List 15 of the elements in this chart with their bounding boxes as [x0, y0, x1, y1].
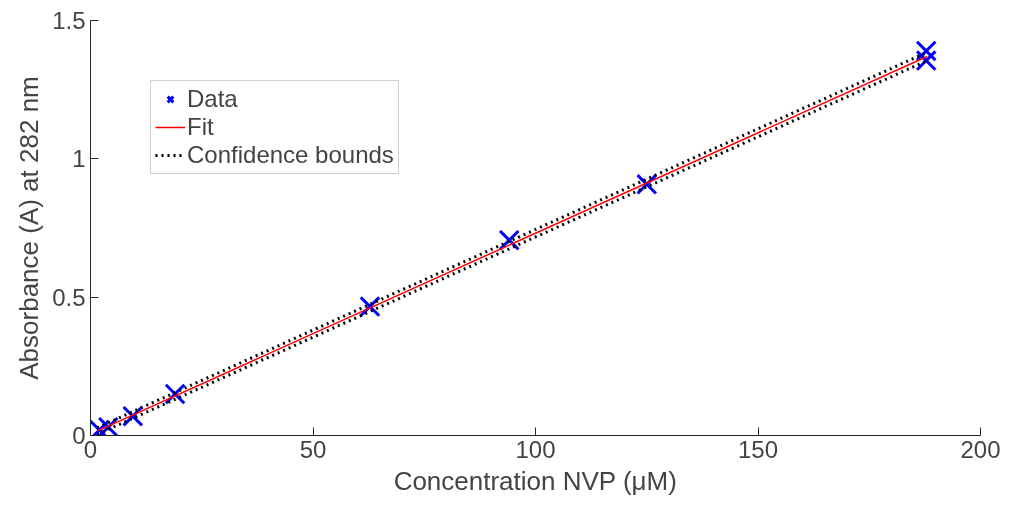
legend-label: Data: [187, 85, 238, 113]
x-tick-label: 100: [515, 435, 556, 463]
y-axis-title: Absorbance (A) at 282 nm: [14, 76, 45, 380]
y-tick-label: 1.5: [52, 7, 86, 34]
y-tick-label: 1: [72, 145, 86, 173]
point: [915, 40, 937, 62]
legend-label: Fit: [187, 113, 214, 141]
legend-label: Confidence bounds: [187, 141, 394, 169]
y-tick-label: 0.5: [52, 283, 86, 311]
x-tick-label: 50: [299, 435, 327, 463]
x-tick-label: 200: [960, 435, 1001, 463]
x-axis-title: Concentration NVP (μM): [393, 465, 677, 496]
point: [915, 49, 937, 72]
point: [498, 229, 520, 251]
x-tick-label: 150: [737, 435, 779, 463]
